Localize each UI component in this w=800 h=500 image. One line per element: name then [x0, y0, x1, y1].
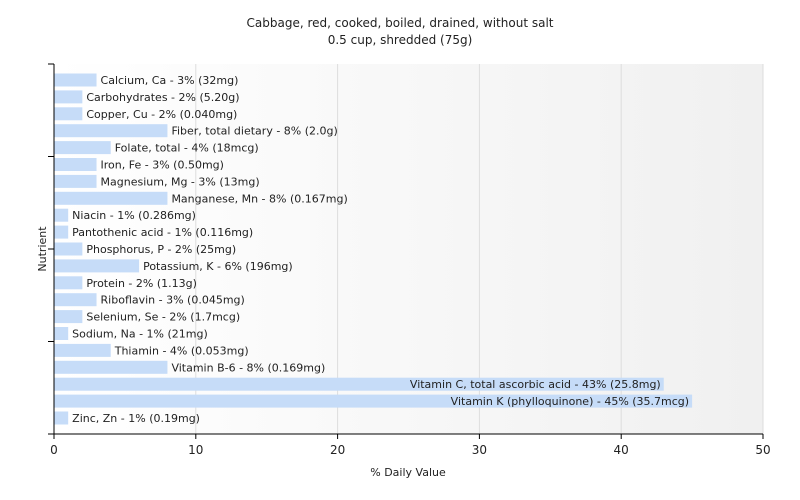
bar	[54, 343, 111, 357]
bar-label: Potassium, K - 6% (196mg)	[143, 260, 293, 273]
bar	[54, 174, 97, 188]
bar	[54, 276, 83, 290]
bar	[54, 259, 140, 273]
bar-label: Phosphorus, P - 2% (25mg)	[86, 243, 236, 256]
bar-label: Zinc, Zn - 1% (0.19mg)	[72, 412, 200, 425]
x-tick-label: 50	[755, 443, 770, 457]
bar	[54, 208, 69, 222]
bar	[54, 158, 97, 171]
bar	[54, 141, 111, 155]
bar	[54, 411, 69, 425]
bar-label: Vitamin C, total ascorbic acid - 43% (25…	[410, 378, 661, 391]
bar-label: Fiber, total dietary - 8% (2.0g)	[171, 125, 337, 138]
bar-label: Riboflavin - 3% (0.045mg)	[101, 294, 245, 307]
bar	[54, 124, 168, 138]
bar-label: Vitamin K (phylloquinone) - 45% (35.7mcg…	[451, 395, 689, 408]
bar	[54, 73, 97, 87]
x-tick-label: 20	[330, 443, 345, 457]
bar	[54, 90, 83, 104]
bars: Calcium, Ca - 3% (32mg) Carbohydrates - 2…	[54, 73, 693, 425]
x-tick-label: 0	[50, 443, 58, 457]
x-tick-label: 10	[188, 443, 203, 457]
bar	[54, 242, 83, 256]
bar-label: Folate, total - 4% (18mcg)	[115, 142, 259, 155]
bar-label: Copper, Cu - 2% (0.040mg)	[86, 108, 237, 121]
bar-label: Carbohydrates - 2% (5.20g)	[86, 91, 239, 104]
bar	[54, 225, 69, 239]
bar	[54, 377, 664, 391]
bar-label: Manganese, Mn - 8% (0.167mg)	[171, 192, 347, 205]
bar-label: Selenium, Se - 2% (1.7mcg)	[86, 311, 240, 324]
bar-label: Thiamin - 4% (0.053mg)	[114, 344, 249, 357]
bar	[54, 107, 83, 121]
x-tick-label: 30	[472, 443, 487, 457]
bar-label: Pantothenic acid - 1% (0.116mg)	[72, 226, 253, 239]
chart-title: Cabbage, red, cooked, boiled, drained, w…	[247, 16, 554, 30]
bar	[54, 360, 168, 374]
bar	[54, 293, 97, 307]
chart-subtitle: 0.5 cup, shredded (75g)	[328, 33, 473, 47]
x-axis-title: % Daily Value	[370, 466, 446, 479]
plot-area	[54, 64, 763, 434]
bar-label: Magnesium, Mg - 3% (13mg)	[101, 175, 260, 188]
bar	[54, 327, 69, 340]
bar	[54, 191, 168, 205]
bar-label: Calcium, Ca - 3% (32mg)	[101, 74, 239, 87]
x-tick-label: 40	[614, 443, 629, 457]
bar-label: Vitamin B-6 - 8% (0.169mg)	[171, 361, 325, 374]
bar	[54, 394, 693, 408]
bar-label: Sodium, Na - 1% (21mg)	[72, 328, 208, 341]
bar-label: Iron, Fe - 3% (0.50mg)	[101, 159, 224, 172]
gridlines	[195, 64, 764, 434]
bar	[54, 310, 83, 324]
axes: 0 10 20 30 40 50	[48, 63, 771, 457]
bar-label: Protein - 2% (1.13g)	[86, 277, 197, 290]
y-axis-title: Nutrient	[36, 226, 49, 272]
bar-label: Niacin - 1% (0.286mg)	[72, 209, 196, 222]
